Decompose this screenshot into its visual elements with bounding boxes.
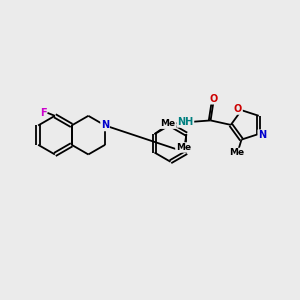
Text: O: O	[209, 94, 218, 104]
Text: Me: Me	[160, 119, 176, 128]
Text: N: N	[258, 130, 266, 140]
Text: F: F	[40, 108, 46, 118]
Text: NH: NH	[177, 117, 194, 127]
Text: Me: Me	[230, 148, 244, 158]
Text: O: O	[234, 104, 242, 114]
Text: N: N	[101, 121, 109, 130]
Text: Me: Me	[176, 143, 191, 152]
